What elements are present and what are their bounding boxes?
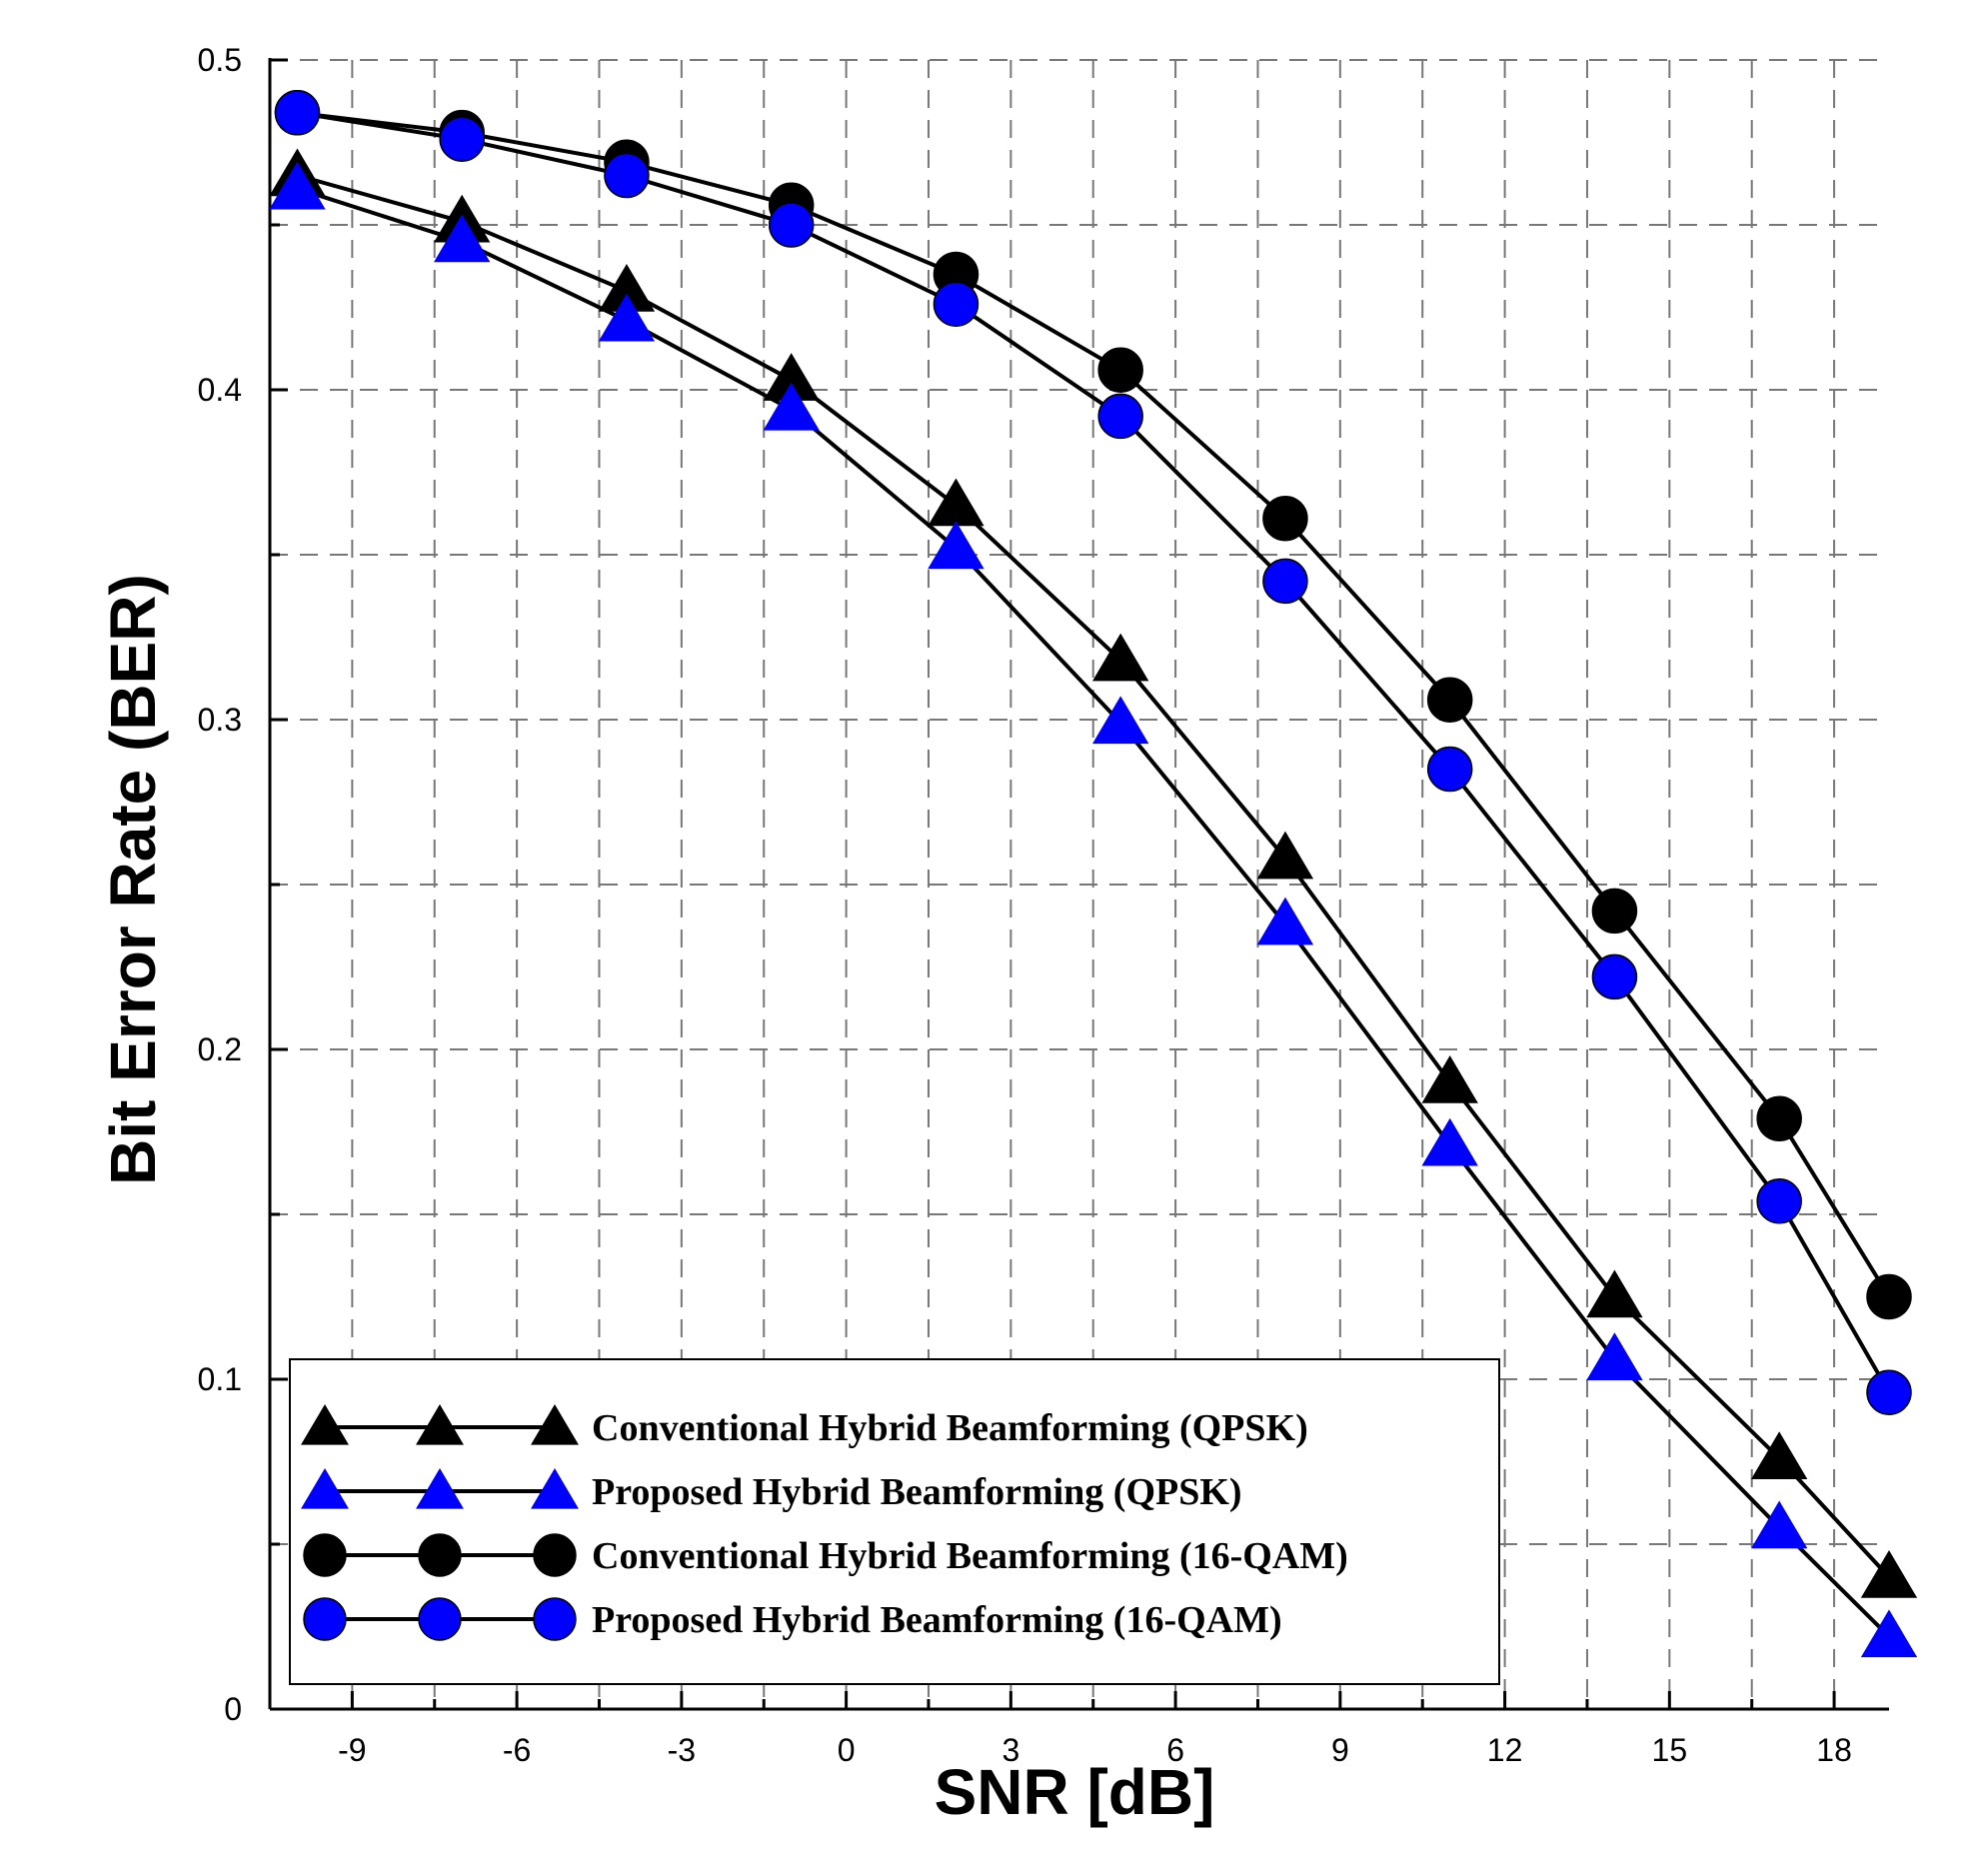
data-point xyxy=(928,521,984,570)
data-point xyxy=(598,293,656,342)
x-tick-label: -3 xyxy=(668,1732,696,1768)
data-point xyxy=(768,202,815,248)
legend-label: Conventional Hybrid Beamforming (16-QAM) xyxy=(592,1535,1348,1577)
data-point xyxy=(763,382,820,431)
data-point xyxy=(1756,1178,1802,1224)
data-point xyxy=(1421,1117,1478,1166)
x-tick-label: 0 xyxy=(838,1732,856,1768)
data-point xyxy=(1426,677,1473,723)
series-2 xyxy=(269,161,1918,1658)
series-1 xyxy=(269,148,1918,1598)
legend-label: Proposed Hybrid Beamforming (QPSK) xyxy=(592,1471,1242,1513)
x-tick-label: 6 xyxy=(1166,1732,1184,1768)
x-tick-label: -9 xyxy=(338,1732,366,1768)
data-point xyxy=(1756,1095,1802,1142)
data-point xyxy=(1591,888,1638,935)
data-point xyxy=(434,214,491,263)
legend-marker xyxy=(418,1597,462,1641)
data-point xyxy=(1750,1431,1808,1479)
data-point xyxy=(274,90,321,136)
legend-entry: Conventional Hybrid Beamforming (16-QAM) xyxy=(303,1533,1348,1577)
legend-entry: Conventional Hybrid Beamforming (QPSK) xyxy=(301,1404,1308,1449)
legend-label: Proposed Hybrid Beamforming (16-QAM) xyxy=(592,1599,1282,1641)
legend-marker xyxy=(531,1404,579,1445)
data-point xyxy=(604,152,650,199)
series-4 xyxy=(274,90,1912,1415)
data-point xyxy=(1092,633,1149,682)
data-point xyxy=(1421,1055,1478,1103)
data-point xyxy=(933,281,980,327)
y-tick-label: 0.3 xyxy=(198,702,242,738)
legend-marker xyxy=(533,1597,577,1641)
axes: 0 0.1 0.2 0.3 0.4 0.5 -9 -6 -3 0 3 6 9 12 15 18 xyxy=(198,42,1889,1768)
data-point xyxy=(1262,558,1308,605)
data-point xyxy=(1256,897,1314,945)
legend-marker xyxy=(303,1533,347,1577)
x-tick-label: 3 xyxy=(1001,1732,1019,1768)
x-tick-label: 18 xyxy=(1816,1732,1852,1768)
data-point xyxy=(1750,1500,1808,1549)
y-tick-label: 0 xyxy=(224,1691,242,1727)
data-point xyxy=(1586,1269,1643,1318)
legend-marker xyxy=(416,1468,464,1509)
series-group xyxy=(269,90,1918,1658)
data-point xyxy=(1097,393,1143,440)
legend-marker xyxy=(303,1597,347,1641)
legend-marker xyxy=(418,1533,462,1577)
x-tick-label: 9 xyxy=(1331,1732,1349,1768)
data-point xyxy=(1092,696,1149,745)
data-point xyxy=(1586,1332,1643,1380)
legend-box xyxy=(289,1358,1500,1685)
data-point xyxy=(1860,1550,1918,1598)
x-tick-label: 15 xyxy=(1652,1732,1688,1768)
data-point xyxy=(1866,1273,1912,1320)
x-axis-title: SNR [dB] xyxy=(935,1756,1215,1828)
y-tick-label: 0.5 xyxy=(198,42,242,78)
y-axis-title: Bit Error Rate (BER) xyxy=(97,574,169,1185)
x-tick-label: 12 xyxy=(1487,1732,1523,1768)
data-point xyxy=(1860,1609,1918,1658)
y-tick-label: 0.1 xyxy=(198,1361,242,1397)
legend-marker xyxy=(531,1468,579,1509)
legend-marker xyxy=(416,1404,464,1445)
data-point xyxy=(1262,495,1308,542)
data-point xyxy=(1866,1369,1912,1415)
data-point xyxy=(1097,347,1143,393)
legend-label: Conventional Hybrid Beamforming (QPSK) xyxy=(592,1407,1308,1449)
legend: Conventional Hybrid Beamforming (QPSK) Pr… xyxy=(289,1358,1500,1685)
x-tick-label: -6 xyxy=(503,1732,531,1768)
data-point xyxy=(269,161,326,210)
legend-marker xyxy=(301,1404,349,1445)
legend-entry: Proposed Hybrid Beamforming (16-QAM) xyxy=(303,1597,1282,1641)
legend-marker xyxy=(533,1533,577,1577)
data-point xyxy=(1426,746,1473,793)
data-point xyxy=(1591,953,1638,1000)
data-point xyxy=(439,116,485,162)
data-point xyxy=(1256,831,1314,880)
legend-entry: Proposed Hybrid Beamforming (QPSK) xyxy=(301,1468,1242,1513)
legend-marker xyxy=(301,1468,349,1509)
data-point xyxy=(928,478,984,527)
y-tick-label: 0.2 xyxy=(198,1031,242,1067)
y-tick-label: 0.4 xyxy=(198,372,242,408)
